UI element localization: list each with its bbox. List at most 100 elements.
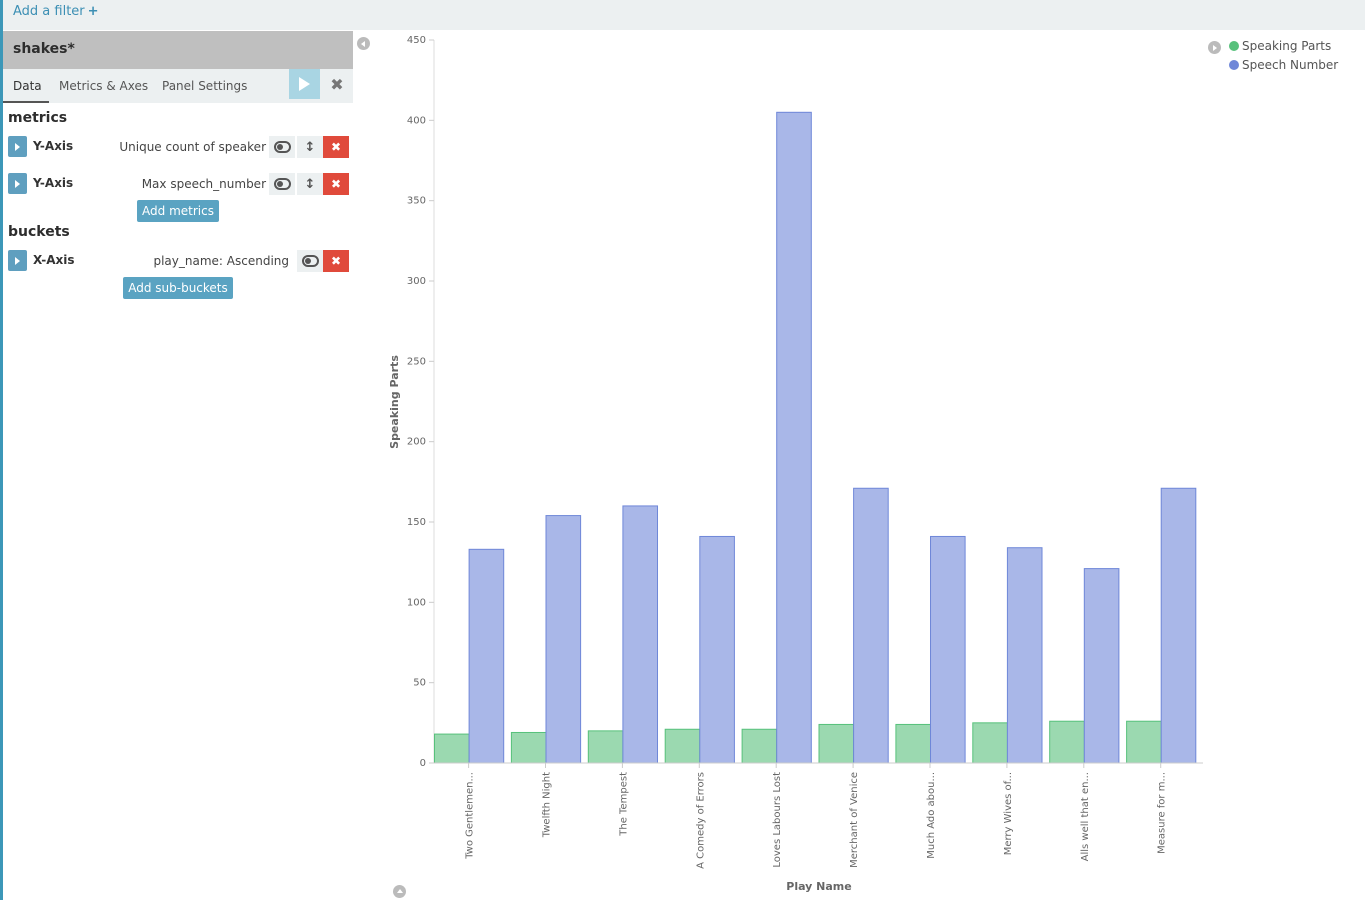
bar-speaking-parts[interactable] [587, 730, 624, 764]
chevron-right-icon [15, 142, 20, 151]
x-tick-label: Much Ado abou... [926, 772, 937, 859]
add-filter-link[interactable]: Add a filter + [13, 4, 99, 19]
expand-metric-button[interactable] [8, 136, 27, 157]
y-axis-title: Speaking Parts [388, 355, 401, 449]
y-tick-label: 450 [407, 35, 426, 46]
x-tick-label: Two Gentlemen... [465, 772, 476, 860]
x-tick-label: Twelfth Night [542, 772, 553, 838]
plus-icon: + [87, 4, 99, 19]
legend-label: Speech Number [1242, 58, 1339, 72]
bar-speaking-parts[interactable] [1126, 720, 1162, 764]
x-tick-label: Alls well that en... [1080, 772, 1091, 861]
legend-swatch [1229, 60, 1239, 70]
bar-speech-number[interactable] [1083, 568, 1120, 764]
x-axis: Two Gentlemen... Twelfth Night The Tempest… [434, 762, 1203, 869]
remove-icon: ✖ [330, 140, 342, 154]
bar-speech-number[interactable] [1006, 547, 1043, 764]
add-filter-label: Add a filter [13, 4, 85, 19]
y-tick-label: 200 [407, 437, 426, 448]
sidebar-tabs: Data Metrics & Axes Panel Settings ✖ [3, 69, 353, 103]
y-tick-label: 400 [407, 115, 426, 126]
bar-speech-number[interactable] [545, 515, 582, 764]
chevron-up-icon [396, 889, 403, 893]
x-tick-label: A Comedy of Errors [695, 772, 706, 869]
bar-speaking-parts[interactable] [895, 723, 932, 764]
index-pattern-header: shakes* [3, 31, 353, 69]
metric-description: Unique count of speaker [119, 140, 266, 154]
collapse-sidebar-button[interactable] [357, 37, 370, 50]
bar-speech-number[interactable] [776, 111, 812, 764]
tab-metrics-axes[interactable]: Metrics & Axes [59, 79, 149, 93]
y-axis: 0 50 100 150 200 250 300 350 400 450 [407, 35, 435, 769]
bar-speech-number[interactable] [699, 535, 735, 764]
play-icon [299, 77, 310, 91]
add-metrics-button[interactable]: Add metrics [137, 200, 219, 222]
legend-label: Speaking Parts [1242, 39, 1332, 53]
y-tick-label: 100 [407, 597, 426, 608]
reorder-metric-button[interactable]: ↕ [297, 136, 323, 158]
left-accent-border [0, 0, 3, 900]
metric-type-label: Y-Axis [33, 139, 74, 153]
metrics-section-title: metrics [8, 110, 68, 126]
toggle-icon [301, 255, 319, 267]
bar-speaking-parts[interactable] [972, 722, 1008, 764]
remove-metric-button[interactable]: ✖ [323, 173, 349, 195]
x-tick-label: Merchant of Venice [849, 772, 860, 868]
legend-swatch [1229, 41, 1239, 51]
tab-panel-settings[interactable]: Panel Settings [162, 79, 248, 93]
y-tick-label: 150 [407, 517, 426, 528]
toggle-metric-button[interactable] [269, 136, 295, 158]
reorder-metric-button[interactable]: ↕ [297, 173, 323, 195]
chevron-right-icon [1213, 44, 1217, 51]
filter-bar: Add a filter + [3, 0, 1365, 30]
chevron-right-icon [15, 179, 20, 188]
bar-speaking-parts[interactable] [434, 733, 470, 764]
expand-metric-button[interactable] [8, 173, 27, 194]
expand-bucket-button[interactable] [8, 250, 27, 271]
bar-speaking-parts[interactable] [818, 723, 855, 764]
bar-speech-number[interactable] [853, 487, 889, 764]
remove-icon: ✖ [330, 177, 342, 191]
bar-speech-number[interactable] [1160, 487, 1197, 764]
bar-speaking-parts[interactable] [1049, 720, 1085, 764]
tab-data[interactable]: Data [13, 79, 42, 93]
metric-type-label: Y-Axis [33, 176, 74, 190]
active-tab-indicator [3, 101, 49, 103]
x-tick-label: Merry Wives of... [1003, 772, 1014, 855]
bar-speech-number[interactable] [930, 535, 966, 764]
toggle-spy-panel-button[interactable] [393, 885, 406, 898]
y-tick-label: 250 [407, 356, 426, 367]
bucket-row-x-axis: X-Axis play_name: Ascending ✖ [8, 250, 349, 272]
bar-speaking-parts[interactable] [510, 731, 547, 764]
y-tick-label: 300 [407, 276, 426, 287]
add-sub-buckets-button[interactable]: Add sub-buckets [123, 277, 233, 299]
metric-row-unique-count: Y-Axis Unique count of speaker ↕ ✖ [8, 136, 349, 158]
bar-speaking-parts[interactable] [741, 728, 778, 764]
y-tick-label: 0 [420, 758, 426, 769]
x-tick-label: Loves Labours Lost [772, 772, 783, 868]
bar-speech-number[interactable] [468, 548, 505, 764]
x-axis-title: Play Name [786, 880, 851, 893]
up-down-arrow-icon: ↕ [304, 139, 316, 155]
toggle-icon [273, 141, 291, 153]
bar-speaking-parts[interactable] [664, 728, 701, 764]
chevron-left-icon [361, 40, 365, 47]
index-pattern-title: shakes* [13, 41, 75, 57]
discard-changes-button[interactable]: ✖ [321, 69, 353, 99]
legend-item-speaking-parts[interactable]: Speaking Parts [1229, 39, 1331, 53]
metric-description: Max speech_number [141, 177, 266, 191]
toggle-metric-button[interactable] [269, 173, 295, 195]
legend-item-speech-number[interactable]: Speech Number [1229, 58, 1338, 72]
legend-toggle-button[interactable] [1208, 41, 1221, 54]
close-icon: ✖ [330, 74, 344, 94]
x-tick-label: Measure for m... [1157, 772, 1168, 854]
toggle-bucket-button[interactable] [297, 250, 323, 272]
metric-row-max-speech: Y-Axis Max speech_number ↕ ✖ [8, 173, 349, 195]
apply-changes-button[interactable] [289, 69, 320, 99]
bucket-type-label: X-Axis [33, 253, 75, 267]
remove-icon: ✖ [330, 254, 342, 268]
bar-speech-number[interactable] [622, 505, 659, 764]
x-tick-label: The Tempest [618, 772, 629, 837]
remove-metric-button[interactable]: ✖ [323, 136, 349, 158]
remove-bucket-button[interactable]: ✖ [323, 250, 349, 272]
